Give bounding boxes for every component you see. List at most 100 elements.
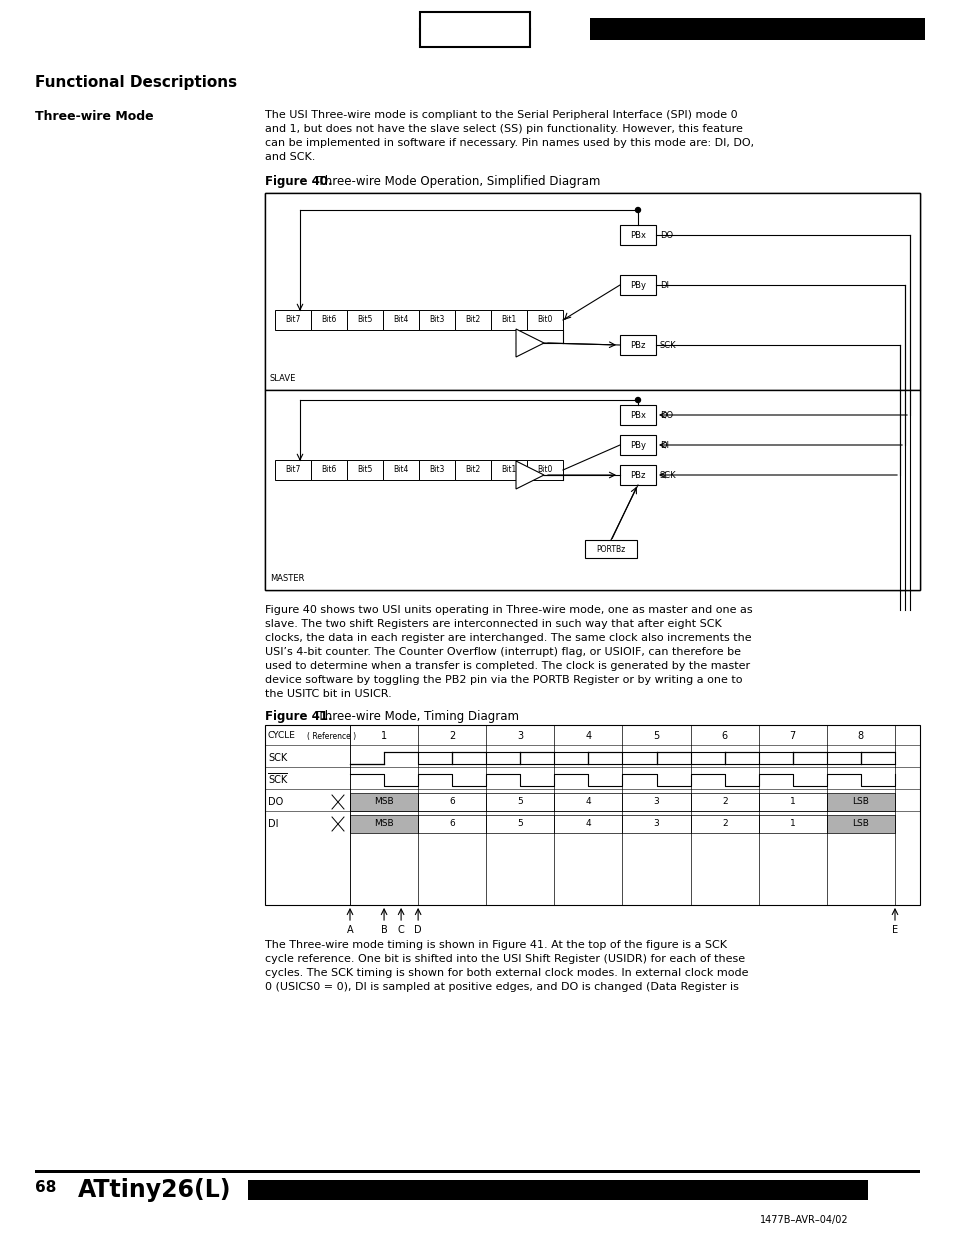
Text: Three-wire Mode, Timing Diagram: Three-wire Mode, Timing Diagram [310, 710, 518, 722]
Text: DO: DO [659, 410, 673, 420]
Text: 2: 2 [449, 731, 455, 741]
Text: 3: 3 [653, 820, 659, 829]
Bar [347, 459, 382, 480]
Text: 1477B–AVR–04/02: 1477B–AVR–04/02 [760, 1215, 848, 1225]
Text: and 1, but does not have the slave select (SS) pin functionality. However, this : and 1, but does not have the slave selec… [265, 124, 742, 135]
Circle shape [635, 398, 639, 403]
Bar [311, 310, 347, 330]
Text: PBx: PBx [629, 231, 645, 240]
Text: The Three-wire mode timing is shown in Figure 41. At the top of the figure is a : The Three-wire mode timing is shown in F… [265, 940, 726, 950]
Text: 1: 1 [789, 820, 795, 829]
Bar [382, 310, 418, 330]
Text: DO: DO [268, 797, 283, 806]
Text: Bit4: Bit4 [393, 466, 408, 474]
Bar [491, 310, 526, 330]
Bar [690, 793, 758, 811]
Text: cycle reference. One bit is shifted into the USI Shift Register (USIDR) for each: cycle reference. One bit is shifted into… [265, 953, 744, 965]
Text: PORTBz: PORTBz [596, 545, 625, 553]
Text: SCK: SCK [659, 341, 676, 350]
Bar [265, 390, 919, 590]
Text: 8: 8 [857, 731, 863, 741]
Bar [619, 405, 656, 425]
Bar [826, 815, 894, 832]
Text: the USITC bit in USICR.: the USITC bit in USICR. [265, 689, 392, 699]
Text: 7: 7 [789, 731, 795, 741]
Text: 0 (USICS0 = 0), DI is sampled at positive edges, and DO is changed (Data Registe: 0 (USICS0 = 0), DI is sampled at positiv… [265, 982, 739, 992]
Text: Bit7: Bit7 [285, 466, 300, 474]
Bar [619, 225, 656, 245]
Text: can be implemented in software if necessary. Pin names used by this mode are: DI: can be implemented in software if necess… [265, 138, 753, 148]
Text: Bit7: Bit7 [285, 315, 300, 325]
Text: DI: DI [659, 280, 668, 289]
Bar [826, 793, 894, 811]
Bar [265, 725, 919, 905]
Text: MASTER: MASTER [270, 574, 304, 583]
Text: Figure 40.: Figure 40. [265, 175, 333, 188]
Text: Bit3: Bit3 [429, 315, 444, 325]
Bar [382, 459, 418, 480]
Text: 4: 4 [585, 820, 591, 829]
Text: SCK: SCK [268, 753, 287, 763]
Text: PBx: PBx [629, 410, 645, 420]
Bar [622, 815, 690, 832]
Circle shape [635, 207, 639, 212]
Text: C: C [397, 925, 404, 935]
Bar [554, 793, 622, 811]
Bar [265, 193, 919, 390]
Text: LSB: LSB [852, 820, 868, 829]
Text: Bit0: Bit0 [537, 466, 552, 474]
Text: clocks, the data in each register are interchanged. The same clock also incremen: clocks, the data in each register are in… [265, 634, 751, 643]
Text: 5: 5 [517, 820, 522, 829]
Bar [619, 335, 656, 354]
Text: PBy: PBy [629, 280, 645, 289]
Bar [311, 459, 347, 480]
Text: 1: 1 [789, 798, 795, 806]
Text: USI’s 4-bit counter. The Counter Overflow (interrupt) flag, or USIOIF, can there: USI’s 4-bit counter. The Counter Overflo… [265, 647, 740, 657]
Text: Figure 41.: Figure 41. [265, 710, 333, 722]
Text: Bit5: Bit5 [357, 466, 373, 474]
Text: used to determine when a transfer is completed. The clock is generated by the ma: used to determine when a transfer is com… [265, 661, 749, 671]
Text: Functional Descriptions: Functional Descriptions [35, 75, 237, 90]
Text: slave. The two shift Registers are interconnected in such way that after eight S: slave. The two shift Registers are inter… [265, 619, 721, 629]
Text: Bit6: Bit6 [321, 315, 336, 325]
Text: 6: 6 [449, 820, 455, 829]
Text: Atmel: Atmel [445, 21, 504, 40]
Text: PBy: PBy [629, 441, 645, 450]
Text: Bit1: Bit1 [501, 466, 517, 474]
Text: 5: 5 [517, 798, 522, 806]
Text: Bit0: Bit0 [537, 315, 552, 325]
Text: and SCK.: and SCK. [265, 152, 315, 162]
Bar [455, 310, 491, 330]
Bar [455, 459, 491, 480]
Bar [347, 310, 382, 330]
Bar [248, 1179, 867, 1200]
Text: DI: DI [659, 441, 668, 450]
Text: 2: 2 [721, 798, 727, 806]
Text: Three-wire Mode: Three-wire Mode [35, 110, 153, 124]
Text: The USI Three-wire mode is compliant to the Serial Peripheral Interface (SPI) mo: The USI Three-wire mode is compliant to … [265, 110, 737, 120]
Text: MSB: MSB [374, 798, 394, 806]
Text: MSB: MSB [374, 820, 394, 829]
Text: Bit2: Bit2 [465, 315, 480, 325]
Bar [417, 793, 486, 811]
Bar [622, 793, 690, 811]
Bar [486, 815, 554, 832]
Text: 5: 5 [653, 731, 659, 741]
Text: 6: 6 [720, 731, 727, 741]
Text: SCK: SCK [268, 776, 287, 785]
Bar [526, 310, 562, 330]
Bar [274, 310, 311, 330]
Bar [417, 815, 486, 832]
Text: SCK: SCK [659, 471, 676, 479]
Text: device software by toggling the PB2 pin via the PORTB Register or by writing a o: device software by toggling the PB2 pin … [265, 676, 741, 685]
Text: 6: 6 [449, 798, 455, 806]
Text: ( Reference ): ( Reference ) [307, 731, 355, 741]
Text: Bit6: Bit6 [321, 466, 336, 474]
Text: Bit5: Bit5 [357, 315, 373, 325]
Text: 3: 3 [517, 731, 523, 741]
Bar [758, 793, 826, 811]
Text: Bit4: Bit4 [393, 315, 408, 325]
Text: B: B [380, 925, 387, 935]
Polygon shape [516, 461, 543, 489]
Text: 4: 4 [585, 731, 591, 741]
